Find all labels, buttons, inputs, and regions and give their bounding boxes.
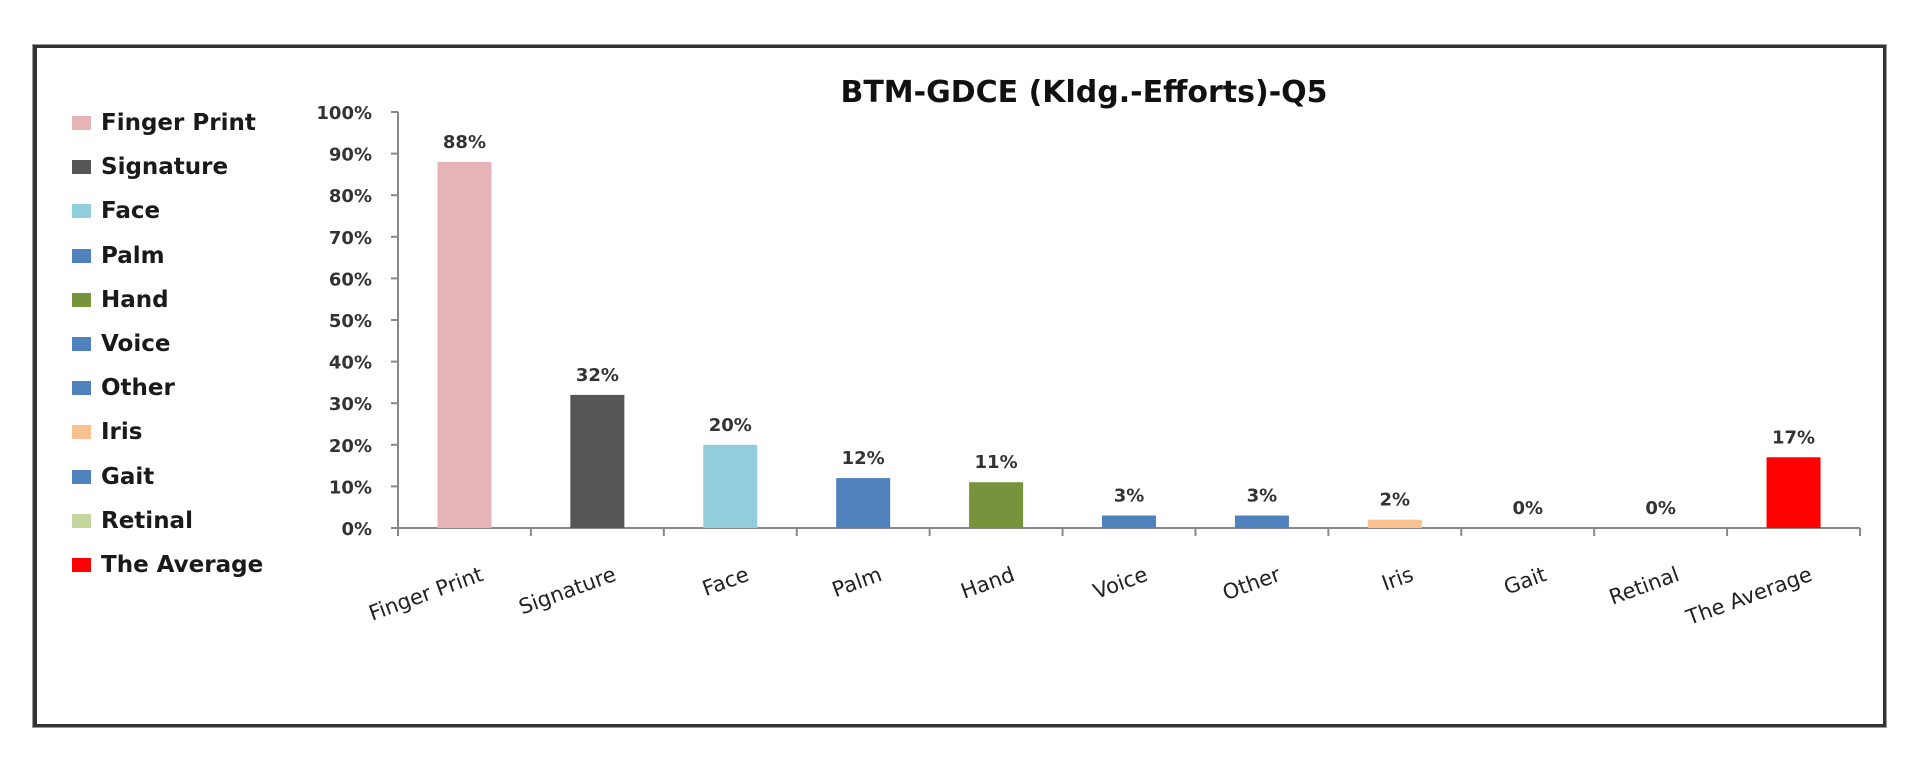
y-tick-label: 60% [329,269,372,290]
legend-label: Finger Print [101,110,256,136]
data-label: 12% [842,448,885,469]
y-tick-label: 20% [329,436,372,457]
legend-swatch [72,381,91,396]
legend-swatch [72,469,91,484]
legend-swatch [72,160,91,175]
chart-title: BTM-GDCE (Kldg.-Efforts)-Q5 [840,75,1327,110]
bar [969,482,1024,528]
x-tick-label: Face [699,562,752,601]
data-label: 0% [1645,498,1676,519]
x-tick-label: Other [1219,562,1284,605]
bar [1766,457,1821,528]
y-tick-label: 50% [329,311,372,332]
legend-item: Gait [72,463,155,490]
legend-label: Retinal [101,507,193,534]
y-tick-label: 30% [329,394,372,415]
legend-label: Face [101,198,161,225]
bar [1102,515,1156,528]
x-tick-label: Iris [1379,562,1417,595]
legend-label: Voice [101,331,171,357]
legend-swatch [72,292,91,307]
legend-item: Other [72,375,175,402]
data-label: 0% [1512,498,1543,519]
legend-item: The Average [72,552,264,578]
legend-item: Voice [72,331,171,357]
y-tick-label: 0% [341,519,372,540]
legend-item: Iris [72,419,143,446]
x-tick-label: Retinal [1606,562,1682,609]
y-tick-label: 40% [329,353,372,374]
legend-item: Face [72,198,161,225]
legend-swatch [72,558,91,572]
bar [836,478,891,528]
legend-swatch [72,204,91,219]
x-tick-label: The Average [1682,562,1815,630]
legend-swatch [72,116,91,130]
bar [570,394,625,528]
legend-item: Signature [72,154,229,181]
legend-item: Finger Print [72,110,256,136]
legend-item: Palm [72,242,165,269]
legend-swatch [72,425,91,440]
data-label: 3% [1247,486,1278,507]
chart-frame [33,45,1886,727]
bar [703,444,758,528]
legend-item: Retinal [72,507,193,534]
legend-item: Hand [72,286,169,313]
bar [1234,515,1289,528]
data-label: 20% [709,415,752,436]
legend-label: Other [101,375,175,402]
x-tick-label: Palm [829,562,885,602]
x-tick-label: Voice [1090,562,1151,604]
legend-label: Palm [101,242,165,269]
y-tick-label: 80% [329,186,372,207]
y-tick-label: 70% [329,228,372,249]
bar [1367,519,1422,528]
x-tick-label: Signature [516,562,619,619]
data-label: 3% [1114,486,1145,507]
data-label: 2% [1380,490,1411,511]
data-label: 17% [1772,427,1815,448]
y-tick-label: 10% [329,477,372,498]
legend-label: The Average [101,552,264,578]
data-label: 11% [975,452,1018,473]
bar [437,161,492,529]
legend-swatch [72,513,91,528]
x-tick-label: Hand [958,562,1018,603]
data-label: 88% [443,132,486,153]
legend-label: Hand [101,286,169,313]
y-tick-label: 90% [329,145,372,166]
data-label: 32% [576,365,619,386]
legend-label: Iris [101,419,143,446]
legend-label: Signature [101,154,229,181]
x-tick-label: Gait [1501,562,1550,599]
legend-label: Gait [101,463,155,490]
legend-swatch [72,337,91,351]
x-tick-label: Finger Print [366,562,487,625]
legend-swatch [72,248,91,263]
y-tick-label: 100% [316,103,372,124]
